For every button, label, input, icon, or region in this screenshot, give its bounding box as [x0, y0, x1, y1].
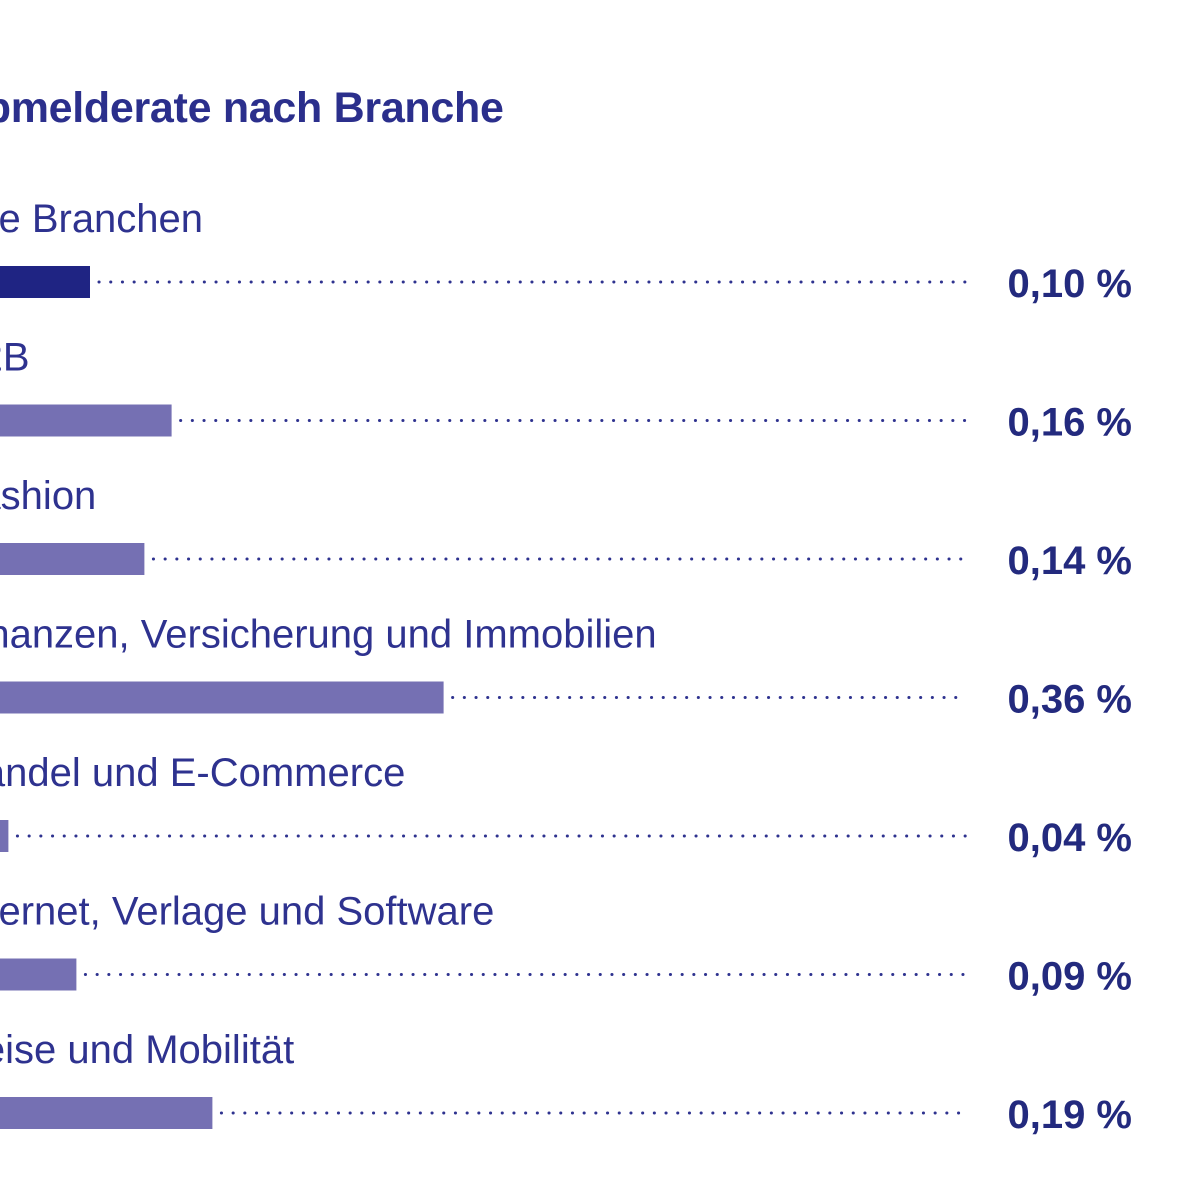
category-label: Finanzen, Versicherung und Immobilien — [0, 613, 657, 657]
bar — [0, 543, 145, 575]
category-label: Handel und E-Commerce — [0, 751, 405, 795]
value-label: 0,16 % — [1007, 401, 1132, 445]
category-label: Reise und Mobilität — [0, 1028, 294, 1072]
category-label: Alle Branchen — [0, 197, 203, 241]
value-label: 0,14 % — [1007, 539, 1132, 583]
bar — [0, 958, 77, 991]
category-label: B2B — [0, 336, 30, 380]
chart-title: Abmelderate nach Branche — [0, 84, 504, 132]
bar-row: Handel und E-Commerce 0,04 % — [0, 751, 1132, 860]
value-label: 0,10 % — [1007, 262, 1132, 306]
bar-row: Internet, Verlage und Software 0,09 % — [0, 890, 1132, 999]
bar-row: B2B 0,16 % — [0, 336, 1132, 445]
bar — [0, 266, 90, 298]
bar-row: Fashion 0,14 % — [0, 474, 1132, 583]
value-label: 0,09 % — [1007, 955, 1132, 999]
category-label: Fashion — [0, 474, 96, 518]
bar — [0, 404, 172, 437]
value-label: 0,36 % — [1007, 678, 1132, 722]
value-label: 0,04 % — [1007, 816, 1132, 860]
bar-row: Alle Branchen 0,10 % — [0, 197, 1132, 306]
bar — [0, 820, 9, 852]
bar-row: Finanzen, Versicherung und Immobilien 0,3… — [0, 613, 1132, 722]
bar — [0, 1097, 213, 1129]
category-label: Internet, Verlage und Software — [0, 890, 494, 934]
value-label: 0,19 % — [1007, 1093, 1132, 1137]
bar — [0, 681, 444, 714]
bar-row: Reise und Mobilität 0,19 % — [0, 1028, 1132, 1137]
